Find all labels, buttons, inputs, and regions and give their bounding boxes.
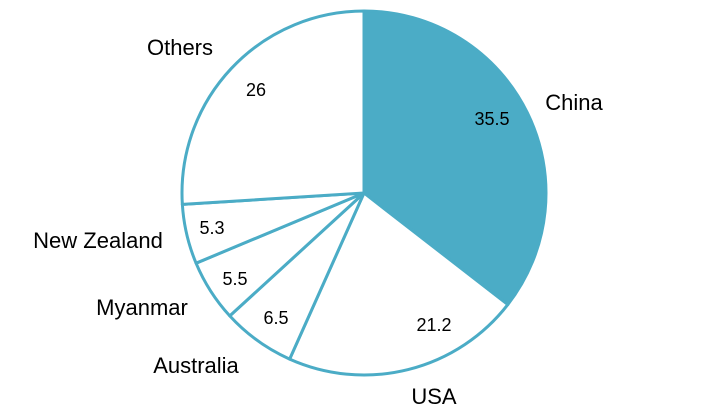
data-label-china: 35.5 — [474, 109, 509, 129]
pie-slices — [180, 9, 548, 377]
pie-slice-china — [362, 9, 548, 307]
category-label-china: China — [545, 90, 603, 115]
pie-data-labels: 35.5 21.2 6.5 5.5 5.3 26 — [199, 80, 509, 335]
data-label-myanmar: 5.5 — [222, 269, 247, 289]
category-label-usa: USA — [411, 384, 457, 409]
category-label-new-zealand: New Zealand — [33, 228, 163, 253]
pie-category-labels: China USA Australia Myanmar New Zealand Other… — [33, 35, 603, 409]
data-label-usa: 21.2 — [416, 315, 451, 335]
category-label-australia: Australia — [153, 353, 239, 378]
data-label-others: 26 — [246, 80, 266, 100]
pie-slice-others — [180, 9, 366, 206]
data-label-new-zealand: 5.3 — [199, 218, 224, 238]
category-label-myanmar: Myanmar — [96, 295, 188, 320]
category-label-others: Others — [147, 35, 213, 60]
data-label-australia: 6.5 — [263, 308, 288, 328]
